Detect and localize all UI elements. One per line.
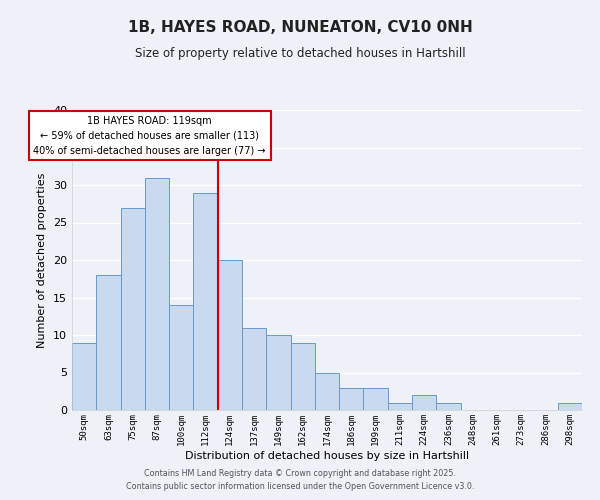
Text: Contains HM Land Registry data © Crown copyright and database right 2025.: Contains HM Land Registry data © Crown c…: [144, 468, 456, 477]
Y-axis label: Number of detached properties: Number of detached properties: [37, 172, 47, 348]
Bar: [72, 342, 96, 410]
Bar: [218, 260, 242, 410]
X-axis label: Distribution of detached houses by size in Hartshill: Distribution of detached houses by size …: [185, 450, 469, 460]
Bar: [96, 275, 121, 410]
Bar: [242, 328, 266, 410]
Text: 1B, HAYES ROAD, NUNEATON, CV10 0NH: 1B, HAYES ROAD, NUNEATON, CV10 0NH: [128, 20, 472, 35]
Bar: [339, 388, 364, 410]
Bar: [315, 372, 339, 410]
Bar: [436, 402, 461, 410]
Bar: [145, 178, 169, 410]
Bar: [290, 342, 315, 410]
Bar: [412, 395, 436, 410]
Text: Contains public sector information licensed under the Open Government Licence v3: Contains public sector information licen…: [126, 482, 474, 491]
Text: 1B HAYES ROAD: 119sqm
← 59% of detached houses are smaller (113)
40% of semi-det: 1B HAYES ROAD: 119sqm ← 59% of detached …: [34, 116, 266, 156]
Bar: [388, 402, 412, 410]
Bar: [169, 305, 193, 410]
Text: Size of property relative to detached houses in Hartshill: Size of property relative to detached ho…: [134, 48, 466, 60]
Bar: [193, 192, 218, 410]
Bar: [266, 335, 290, 410]
Bar: [364, 388, 388, 410]
Bar: [558, 402, 582, 410]
Bar: [121, 208, 145, 410]
